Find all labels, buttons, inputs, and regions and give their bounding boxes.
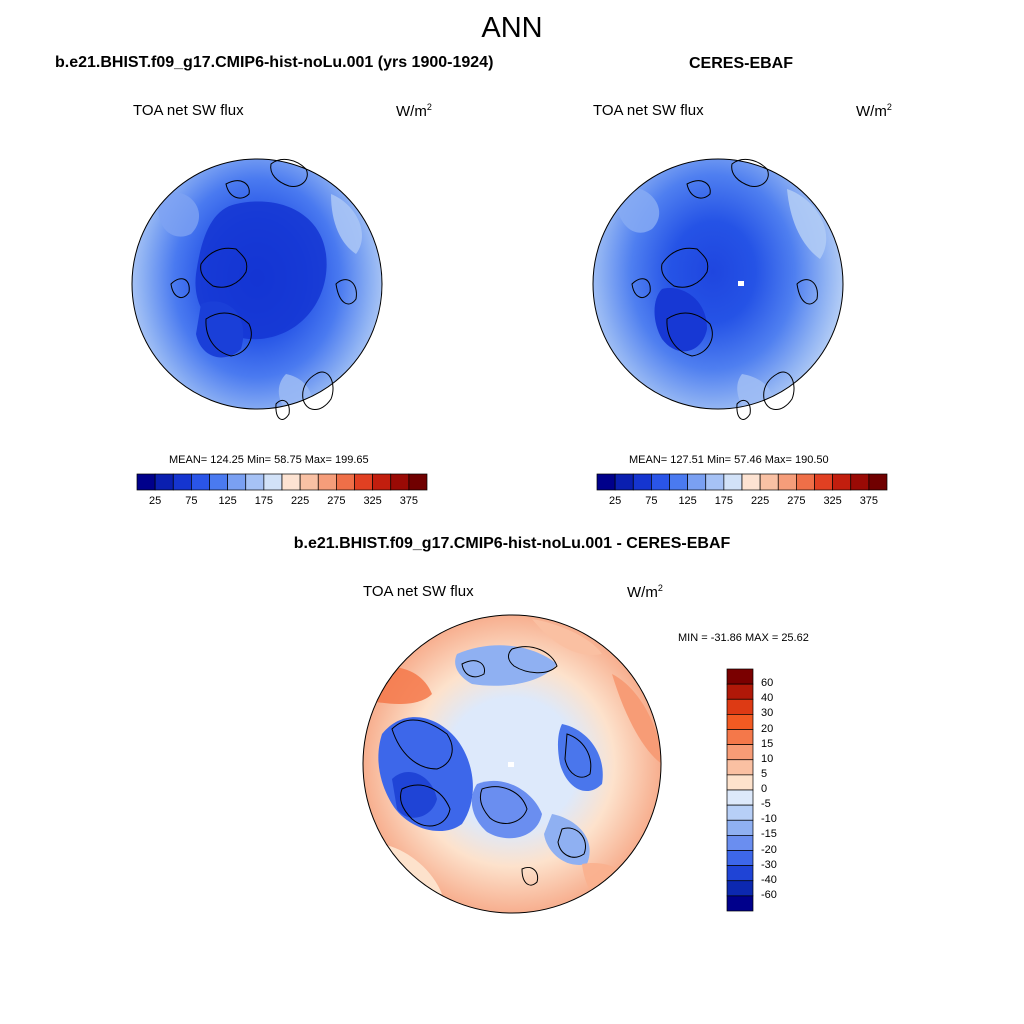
panel-3-colorbar-swatch (726, 895, 754, 912)
panel-1-colorbar-swatch (372, 473, 392, 491)
panel-2-colorbar-swatch (796, 473, 815, 491)
panel-3-colorbar-swatch (726, 698, 754, 715)
panel-3-colorbar-tick-label: -5 (761, 798, 771, 811)
panel-3-colorbar-tick-label: 30 (761, 707, 774, 720)
panel-3-colorbar-tick-label: -15 (761, 828, 777, 841)
panel-1-colorbar-tick-label: 25 (149, 495, 162, 507)
panel-1-colorbar-swatch (154, 473, 174, 491)
panel-2-colorbar-swatch (651, 473, 670, 491)
panel-3-colorbar-swatch (726, 789, 754, 806)
panel-3-colorbar-swatch (726, 729, 754, 745)
panel-3-colorbar-swatch (726, 759, 754, 776)
panel-3-colorbar-tick-label: -40 (761, 873, 777, 886)
panel-2-variable-label: TOA net SW flux (593, 102, 704, 119)
panel-3-colorbar-tick-label: 15 (761, 737, 774, 750)
panel-3-colorbar-swatch (726, 714, 754, 730)
panel-3-colorbar-tick-label: 20 (761, 722, 774, 735)
panel-2-colorbar-tick-label: 25 (609, 495, 622, 507)
panel-2-colorbar-tick-label: 175 (714, 495, 734, 507)
panel-1-stats: MEAN= 124.25 Min= 58.75 Max= 199.65 (169, 454, 369, 466)
panel-3-title: b.e21.BHIST.f09_g17.CMIP6-hist-noLu.001 … (293, 535, 731, 552)
panel-3-colorbar-tick-label: 5 (761, 767, 768, 780)
panel-1-colorbar-swatch (172, 473, 192, 491)
panel-1-colorbar-swatch (408, 473, 428, 491)
panel-1-colorbar-tick-label: 225 (290, 495, 310, 507)
panel-3-colorbar-tick-label: -10 (761, 813, 777, 826)
panel-2-colorbar-swatch (687, 473, 707, 491)
panel-1-units-label: W/m2 (396, 102, 432, 120)
panel-1-colorbar-tick-label: 275 (327, 495, 346, 507)
panel-1-colorbar-swatch (336, 473, 355, 491)
panel-3-colorbar-swatch (726, 880, 754, 897)
panel-3-colorbar-tick-label: -30 (761, 858, 777, 871)
panel-1-colorbar-swatch (245, 473, 265, 491)
panel-2-colorbar-tick-label: 75 (645, 495, 658, 507)
panel-3-colorbar-swatch (726, 850, 754, 866)
panel-1-colorbar (136, 473, 428, 491)
panel-3-colorbar-swatch (726, 744, 754, 761)
panel-1-colorbar-tick-label: 325 (363, 495, 382, 507)
panel-2-colorbar (596, 473, 888, 491)
panel-3-colorbar-swatch (726, 774, 754, 791)
page-title: ANN (481, 12, 543, 44)
panel-2-colorbar-swatch (814, 473, 833, 491)
panel-1-polar-map (131, 158, 383, 420)
panel-1-colorbar-swatch (281, 473, 301, 491)
panel-3-colorbar-tick-label: 60 (761, 677, 774, 690)
panel-1-colorbar-swatch (136, 473, 156, 491)
panel-1-colorbar-swatch (317, 473, 337, 491)
panel-2-colorbar-tick-label: 325 (823, 495, 842, 507)
panel-1-colorbar-swatch (299, 473, 319, 491)
panel-3-colorbar-tick-label: 40 (761, 692, 774, 705)
panel-1-colorbar-swatch (354, 473, 373, 491)
panel-1-colorbar-tick-label: 75 (185, 495, 198, 507)
panel-2-colorbar-swatch (669, 473, 688, 491)
panel-2-colorbar-swatch (777, 473, 797, 491)
panel-1-variable-label: TOA net SW flux (133, 102, 244, 119)
panel-2-colorbar-swatch (614, 473, 634, 491)
panel-2-colorbar-swatch (632, 473, 652, 491)
panel-1-colorbar-tick-label: 375 (399, 495, 419, 507)
panel-1-colorbar-swatch (191, 473, 210, 491)
panel-1-colorbar-swatch (209, 473, 228, 491)
panel-3-stats: MIN = -31.86 MAX = 25.62 (678, 632, 809, 644)
panel-3-colorbar-swatch (726, 668, 754, 685)
panel-3-units-label: W/m2 (627, 583, 663, 601)
panel-2-colorbar-swatch (705, 473, 725, 491)
panel-1-colorbar-swatch (263, 473, 283, 491)
panel-1-colorbar-tick-label: 175 (254, 495, 274, 507)
panel-3-polar-map (362, 614, 662, 914)
panel-2-colorbar-swatch (759, 473, 779, 491)
panel-1-colorbar-swatch (227, 473, 247, 491)
panel-3-colorbar-swatch (726, 804, 754, 821)
panel-3-variable-label: TOA net SW flux (363, 583, 474, 600)
panel-2-colorbar-swatch (596, 473, 616, 491)
panel-3-colorbar-tick-label: -60 (761, 888, 777, 901)
panel-1-colorbar-tick-label: 125 (218, 495, 237, 507)
panel-2-title: CERES-EBAF (689, 55, 794, 72)
panel-2-colorbar-swatch (723, 473, 743, 491)
panel-3-colorbar-tick-label: 10 (761, 752, 774, 765)
panel-2-colorbar-tick-label: 225 (750, 495, 770, 507)
panel-2-colorbar-tick-label: 125 (678, 495, 697, 507)
panel-3-colorbar-tick-label: 0 (761, 783, 768, 795)
panel-2-colorbar-swatch (832, 473, 852, 491)
panel-2-colorbar-swatch (741, 473, 761, 491)
panel-2-polar-map (592, 158, 844, 420)
panel-3-colorbar-tick-label: -20 (761, 843, 777, 856)
panel-1-title: b.e21.BHIST.f09_g17.CMIP6-hist-noLu.001 … (55, 54, 494, 71)
panel-3-colorbar-swatch (726, 819, 754, 836)
panel-3-colorbar-swatch (726, 865, 754, 882)
panel-1-colorbar-swatch (390, 473, 410, 491)
panel-3-colorbar (726, 668, 754, 912)
panel-2-stats: MEAN= 127.51 Min= 57.46 Max= 190.50 (629, 454, 829, 466)
panel-2-colorbar-tick-label: 275 (787, 495, 806, 507)
panel-2-colorbar-tick-label: 375 (859, 495, 879, 507)
panel-2-colorbar-swatch (868, 473, 888, 491)
panel-3-colorbar-swatch (726, 683, 754, 700)
panel-2-colorbar-swatch (850, 473, 870, 491)
panel-3-colorbar-swatch (726, 835, 754, 851)
panel-2-units-label: W/m2 (856, 102, 892, 120)
